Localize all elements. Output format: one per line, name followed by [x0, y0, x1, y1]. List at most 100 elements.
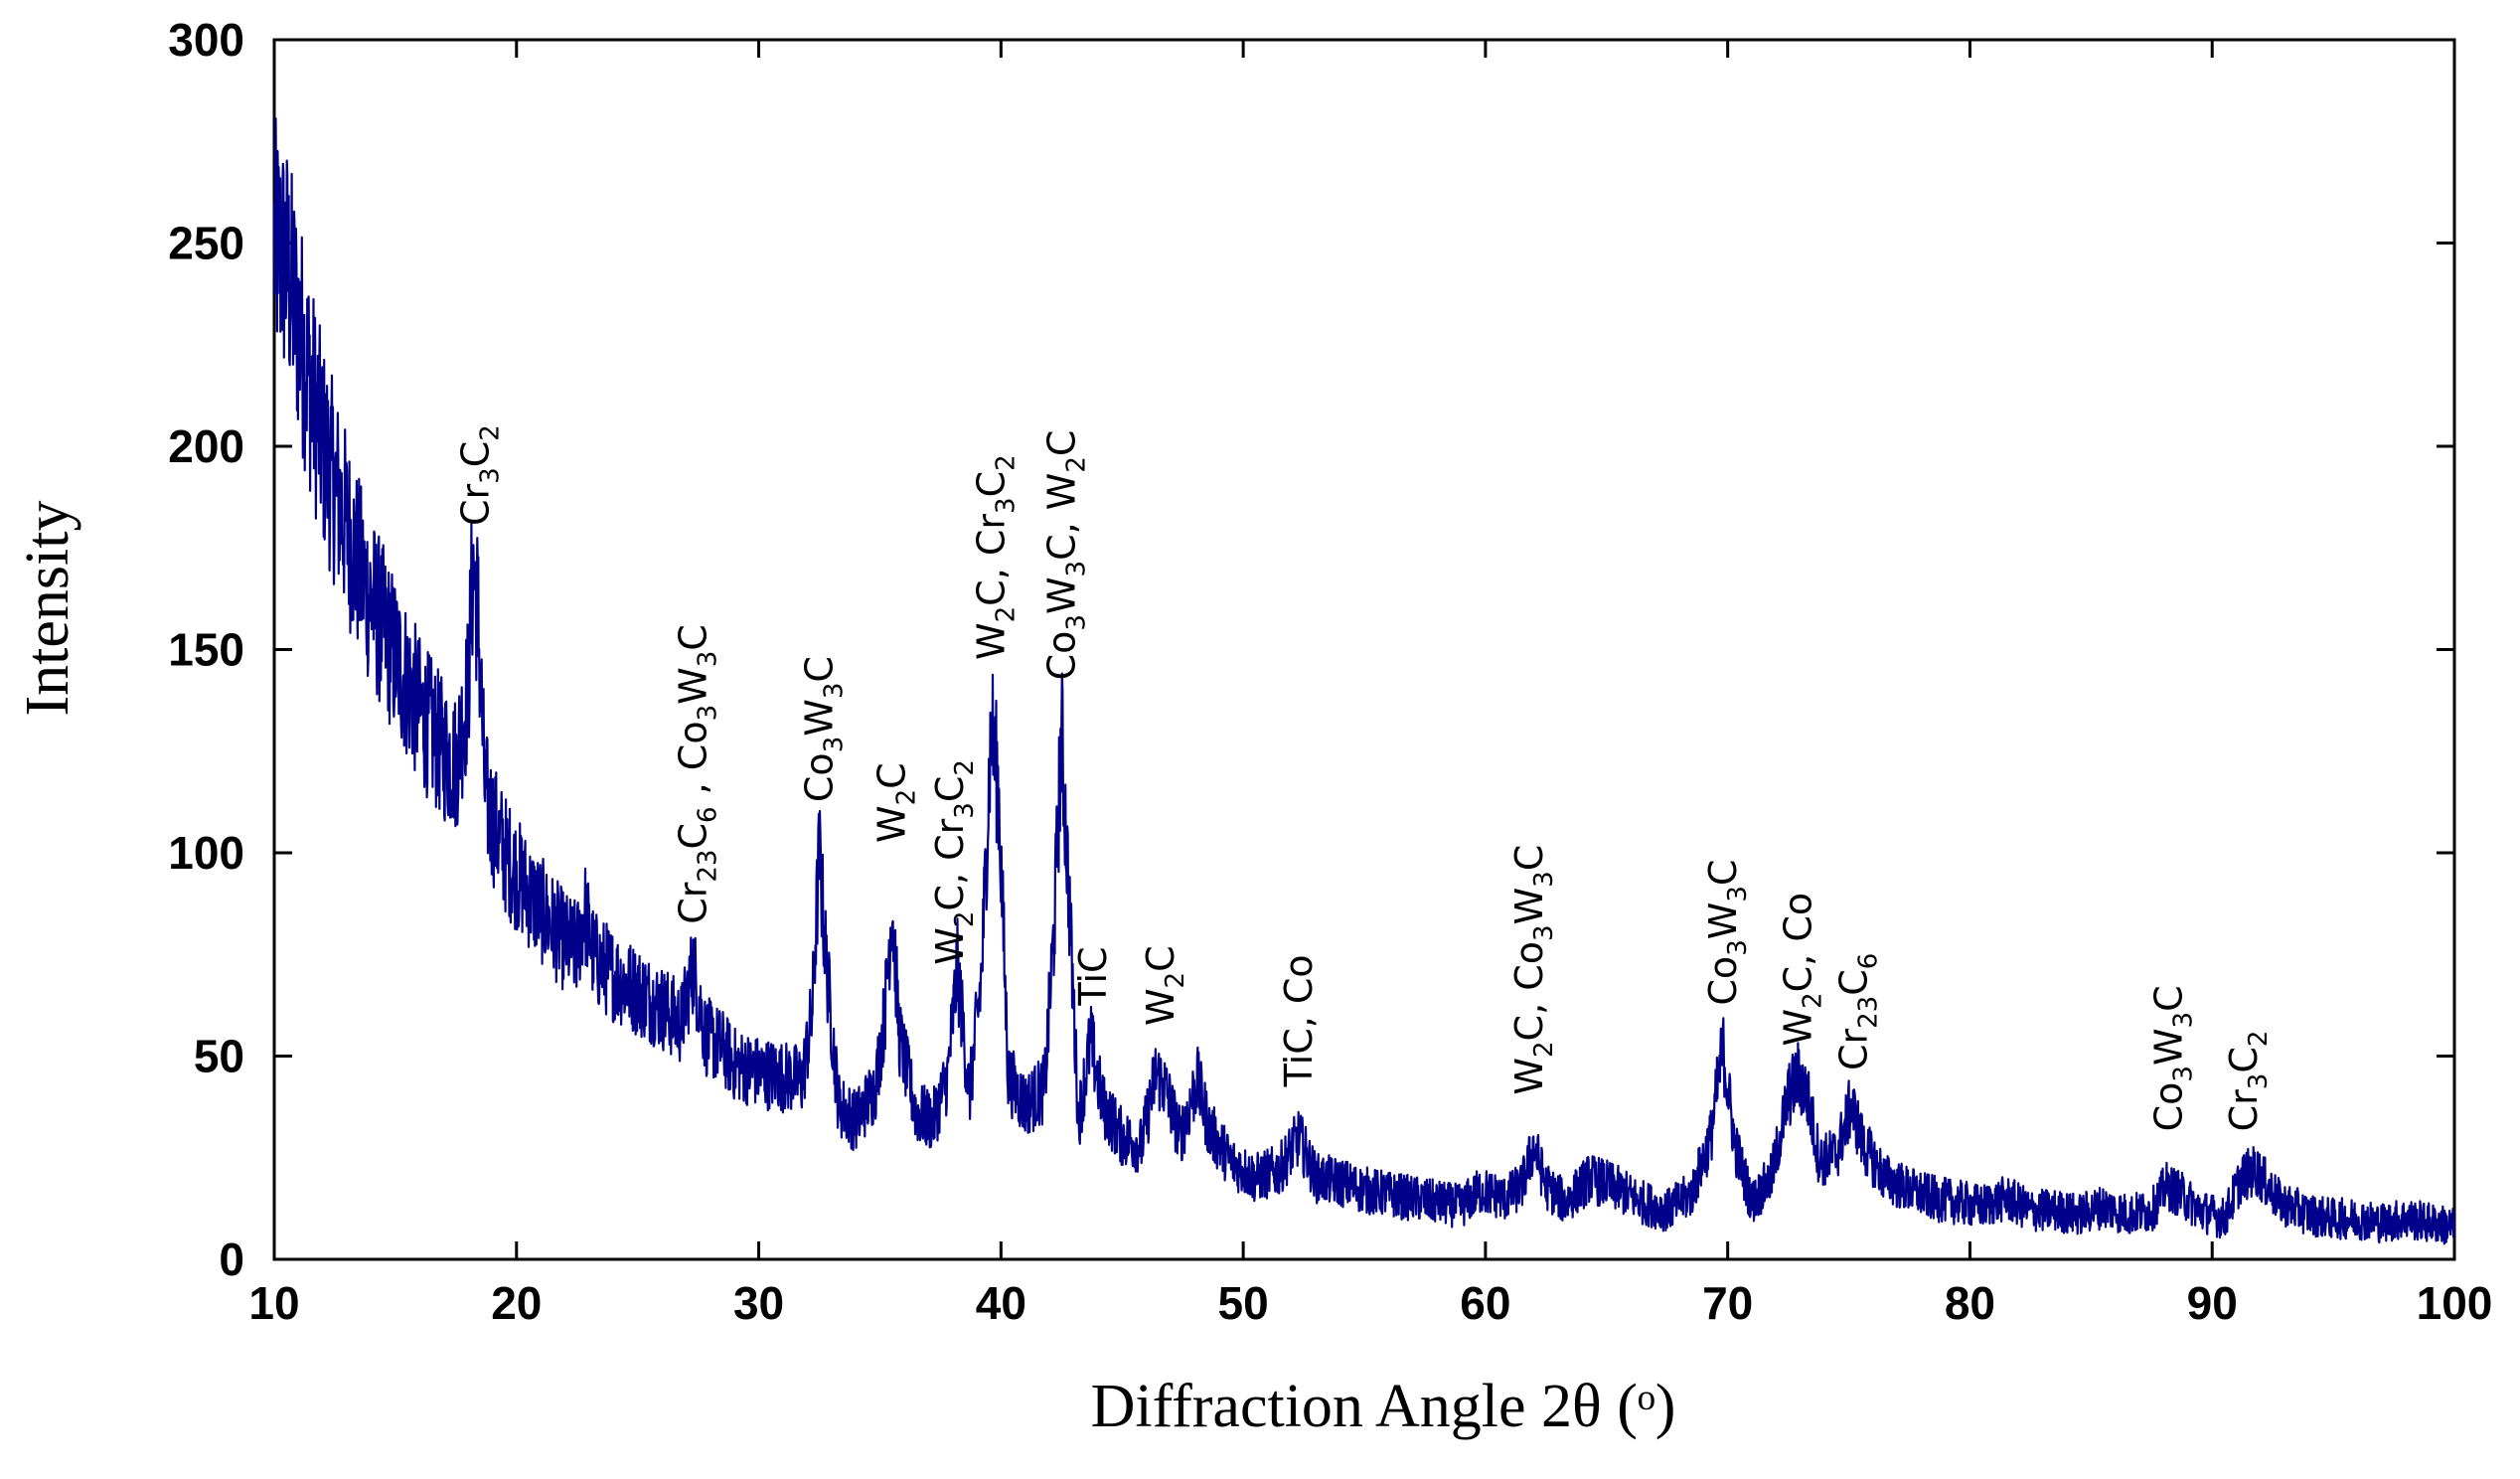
peak-label-text: , Co: [672, 721, 715, 806]
peak-label: Cr3C2: [2222, 1031, 2274, 1132]
peak-label-subscript: 3: [1529, 871, 1559, 888]
peak-label-subscript: 3: [992, 497, 1022, 514]
y-tick-label: 0: [219, 1233, 244, 1285]
peak-label-text: C, Cr: [970, 514, 1014, 606]
peak-label-subscript: 3: [694, 651, 723, 668]
plot-border: [272, 38, 2456, 1261]
peak-label-text: W: [2146, 1028, 2190, 1066]
peak-label-text: C: [672, 823, 715, 850]
peak-label-text: C, Co: [1776, 893, 1819, 992]
peak-label-text: W: [1039, 576, 1083, 614]
x-axis-title: Diffraction Angle 2θ (ᵒ): [1091, 1373, 1676, 1440]
peak-label-subscript: 3: [1723, 886, 1753, 903]
peak-label: Cr23C6: [1831, 953, 1883, 1070]
peak-label-subscript: 2: [2244, 1031, 2274, 1048]
peak-label-subscript: 3: [820, 683, 850, 700]
x-tick-label: 70: [1702, 1277, 1753, 1329]
x-tick-label: 100: [2417, 1277, 2493, 1329]
peak-label-subscript: 2: [1161, 972, 1190, 989]
peak-label-text: C: [798, 656, 842, 683]
peak-label-subscript: 2: [1061, 456, 1091, 473]
peak-label-text: C: [453, 441, 497, 468]
peak-label-text: Cr: [1831, 1029, 1875, 1071]
peak-label-text: C: [1139, 945, 1182, 972]
peak-label-text: C, Co: [1507, 941, 1551, 1041]
peak-label-text: C: [1701, 860, 1745, 887]
peak-label-subscript: 3: [1061, 561, 1091, 577]
y-tick-label: 150: [168, 624, 244, 676]
peak-label-text: C, W: [1039, 473, 1083, 561]
peak-label: W2C, Co: [1776, 893, 1827, 1047]
peak-label-text: W: [1139, 988, 1182, 1026]
peak-label-text: W: [970, 622, 1014, 660]
peak-label-text: Co: [798, 752, 842, 802]
plot-frame: [272, 38, 2456, 1261]
peak-label-text: C: [2222, 1047, 2266, 1073]
peak-label-subscript: 2: [475, 424, 505, 441]
peak-label: Co3W3C: [2146, 985, 2198, 1131]
peak-label-subscript: 2: [992, 454, 1022, 471]
peak-label-text: TiC: [1071, 946, 1115, 1006]
peak-label-subscript: 2: [950, 911, 980, 928]
y-tick-label: 250: [168, 218, 244, 269]
y-tick-label: 50: [194, 1031, 244, 1082]
x-tick-label: 20: [491, 1277, 542, 1329]
axis-ticks: 10 20 30 40 50 60 70 80 90 100 0 50 100 150 200 250 300: [168, 14, 2492, 1329]
peak-label-text: C: [1507, 845, 1551, 872]
peak-label-text: W: [870, 805, 914, 843]
x-tick-label: 90: [2187, 1277, 2238, 1329]
peak-label: Co3W3C: [798, 656, 850, 802]
y-tick-label: 200: [168, 420, 244, 472]
x-tick-label: 60: [1460, 1277, 1510, 1329]
y-tick-label: 300: [168, 14, 244, 66]
peak-label-subscript: 3: [475, 467, 505, 484]
peak-label-subscript: 3: [1529, 924, 1559, 941]
peak-label-text: W: [672, 667, 715, 705]
peak-label-subscript: 2: [950, 759, 980, 776]
peak-label: Cr3C2: [453, 424, 505, 526]
peak-label-text: C: [870, 762, 914, 789]
peak-label-text: Cr: [2222, 1089, 2266, 1132]
peak-label: W2C: [1139, 945, 1190, 1026]
peak-label-text: Co: [1039, 631, 1083, 681]
peak-label-subscript: 23: [694, 850, 723, 883]
peak-label-text: W: [1701, 903, 1745, 940]
x-tick-label: 10: [248, 1277, 299, 1329]
peak-label: Co3W3C, W2C: [1039, 430, 1091, 681]
peak-label-subscript: 3: [1723, 939, 1753, 956]
peak-label: Co3W3C: [1701, 860, 1753, 1006]
peak-label-subscript: 23: [1853, 996, 1883, 1029]
peak-label-subscript: 3: [1061, 614, 1091, 631]
peak-label-text: C: [2146, 985, 2190, 1012]
peak-label-subscript: 2: [1798, 992, 1827, 1009]
peak-label-text: C: [928, 776, 972, 803]
peak-label-subscript: 2: [992, 606, 1022, 623]
x-tick-label: 50: [1218, 1277, 1269, 1329]
peak-label-subscript: 2: [1529, 1041, 1559, 1058]
x-tick-label: 40: [976, 1277, 1026, 1329]
peak-label-subscript: 3: [2168, 1012, 2198, 1029]
y-axis-title: Intensity: [14, 501, 81, 717]
peak-label-text: C, Cr: [928, 818, 972, 910]
peak-label-text: W: [1507, 888, 1551, 925]
peak-label: W2C, Co3W3C: [1507, 845, 1559, 1095]
peak-label-text: Co: [1701, 956, 1745, 1006]
peak-label-text: C: [672, 624, 715, 651]
peak-label: TiC: [1071, 946, 1115, 1006]
peak-label: W2C, Cr3C2: [928, 759, 980, 965]
peak-label-text: W: [928, 927, 972, 965]
peak-label: W2C, Cr3C2: [970, 454, 1022, 660]
peak-label-text: W: [1507, 1058, 1551, 1095]
peak-label-text: W: [1776, 1009, 1819, 1047]
peak-label-text: C: [1039, 430, 1083, 457]
peak-label-text: Co: [2146, 1082, 2190, 1132]
x-tick-label: 80: [1945, 1277, 1995, 1329]
x-tick-label: 30: [733, 1277, 784, 1329]
series-line: [272, 117, 2456, 1245]
peak-label-subscript: 3: [2168, 1066, 2198, 1082]
peak-label: Cr23C6 , Co3W3C: [672, 624, 723, 924]
peak-label-subscript: 3: [694, 705, 723, 722]
peak-label-text: W: [798, 699, 842, 737]
